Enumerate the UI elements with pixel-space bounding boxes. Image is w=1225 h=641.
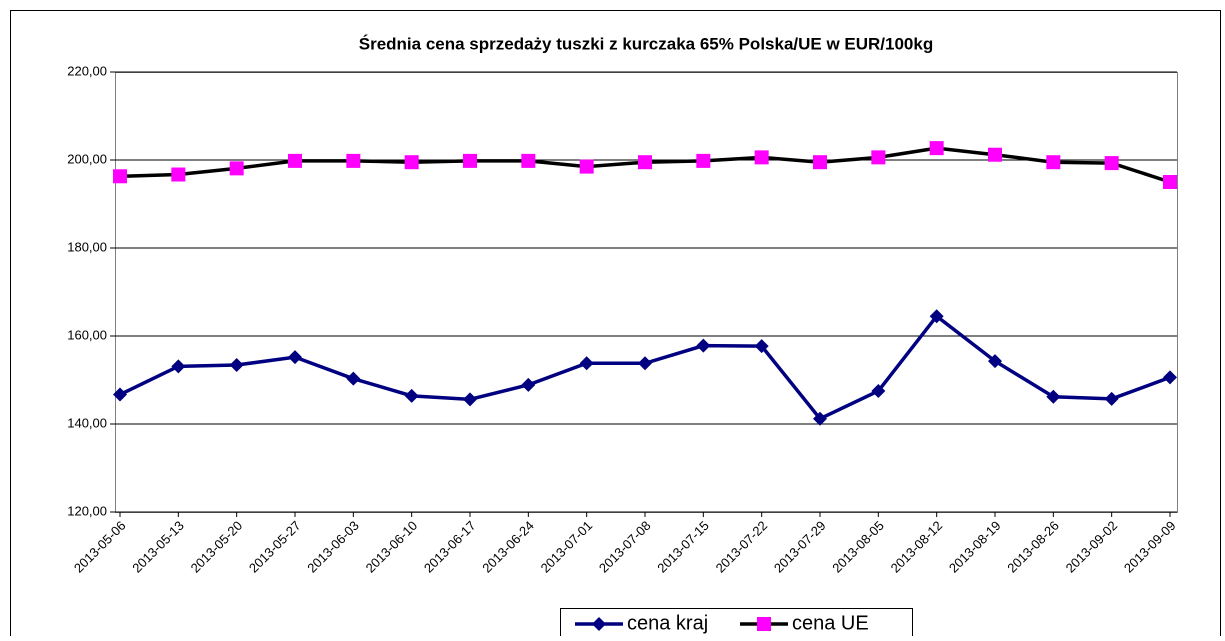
marker xyxy=(113,169,127,184)
marker xyxy=(757,617,771,631)
marker xyxy=(754,150,769,165)
marker xyxy=(871,150,886,165)
marker xyxy=(696,153,711,168)
marker xyxy=(579,159,594,174)
y-tick-label: 200,00 xyxy=(67,151,107,166)
marker xyxy=(229,161,244,176)
marker xyxy=(288,153,302,168)
marker xyxy=(229,358,244,373)
marker xyxy=(1046,389,1061,404)
marker xyxy=(1104,391,1119,406)
marker xyxy=(346,153,361,168)
marker xyxy=(579,356,594,371)
marker xyxy=(113,387,127,402)
y-tick-label: 140,00 xyxy=(67,415,107,430)
marker xyxy=(638,356,652,371)
marker xyxy=(171,167,186,182)
marker xyxy=(696,338,711,353)
marker xyxy=(929,309,944,324)
marker xyxy=(592,617,606,631)
marker xyxy=(1104,156,1119,171)
marker xyxy=(1163,175,1177,189)
marker xyxy=(404,388,419,403)
legend-label: cena kraj xyxy=(627,612,708,634)
marker xyxy=(404,155,419,170)
marker xyxy=(929,141,944,156)
y-tick-label: 180,00 xyxy=(67,239,107,254)
marker xyxy=(813,155,827,170)
marker xyxy=(288,350,302,365)
marker xyxy=(171,359,186,374)
chart-border xyxy=(10,10,1221,641)
marker xyxy=(346,371,361,386)
marker xyxy=(988,147,1002,162)
marker xyxy=(521,377,536,392)
marker xyxy=(813,411,827,426)
y-tick-label: 120,00 xyxy=(67,503,107,518)
legend-label: cena UE xyxy=(792,612,869,634)
marker xyxy=(1163,370,1177,385)
chart-title: Średnia cena sprzedaży tuszki z kurczaka… xyxy=(359,34,933,53)
marker xyxy=(871,384,886,398)
marker xyxy=(521,153,536,168)
y-tick-label: 220,00 xyxy=(67,63,107,78)
marker xyxy=(463,153,477,168)
marker xyxy=(638,155,652,170)
marker xyxy=(988,354,1002,369)
y-tick-label: 160,00 xyxy=(67,327,107,342)
marker xyxy=(754,339,769,354)
marker xyxy=(463,392,477,407)
marker xyxy=(1046,155,1061,170)
